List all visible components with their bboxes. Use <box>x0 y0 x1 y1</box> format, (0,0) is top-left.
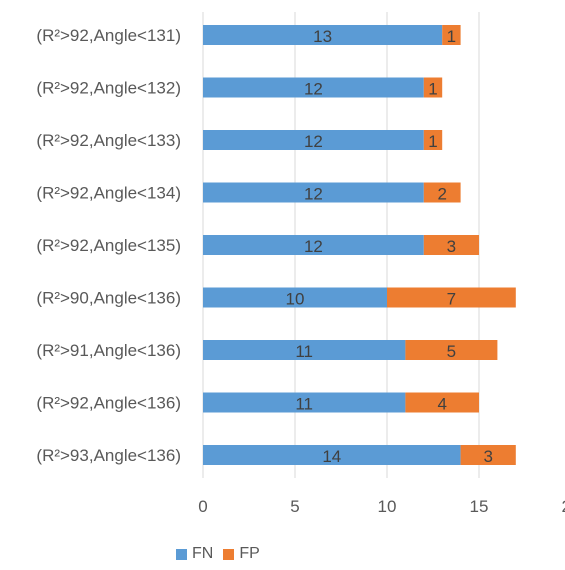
data-label-fn: 12 <box>304 80 323 99</box>
category-label: (R²>92,Angle<134) <box>36 184 181 203</box>
category-label: (R²>92,Angle<135) <box>36 236 181 255</box>
x-axis-tick-labels: 0 5 10 15 20 <box>198 497 565 516</box>
legend-swatch-fp <box>223 549 234 560</box>
data-label-fn: 14 <box>322 447 341 466</box>
x-tick-label: 0 <box>198 497 207 516</box>
legend-label-fn: FN <box>192 545 213 563</box>
data-label-fp: 1 <box>428 132 437 151</box>
legend-item-fp: FP <box>223 545 259 563</box>
x-tick-label: 15 <box>470 497 489 516</box>
data-label-fp: 3 <box>483 447 492 466</box>
category-label: (R²>92,Angle<136) <box>36 394 181 413</box>
bars: 13 1 12 1 12 1 12 2 12 3 10 7 11 5 11 4 14 3 <box>203 25 516 466</box>
data-label-fp: 7 <box>447 290 456 309</box>
category-label: (R²>92,Angle<132) <box>36 79 181 98</box>
legend-swatch-fn <box>176 549 187 560</box>
data-label-fn: 11 <box>295 342 313 361</box>
legend: FN FP <box>176 545 270 563</box>
x-tick-label: 5 <box>290 497 299 516</box>
data-label-fp: 3 <box>447 237 456 256</box>
category-label: (R²>93,Angle<136) <box>36 446 181 465</box>
category-label: (R²>91,Angle<136) <box>36 341 181 360</box>
data-label-fn: 13 <box>313 27 332 46</box>
data-label-fn: 10 <box>286 290 305 309</box>
category-label: (R²>92,Angle<133) <box>36 131 181 150</box>
data-label-fn: 12 <box>304 237 323 256</box>
data-label-fp: 1 <box>428 80 437 99</box>
x-tick-label: 20 <box>562 497 565 516</box>
data-label-fp: 4 <box>437 395 446 414</box>
legend-item-fn: FN <box>176 545 213 563</box>
data-label-fp: 1 <box>447 27 456 46</box>
category-label: (R²>92,Angle<131) <box>36 26 181 45</box>
legend-label-fp: FP <box>239 545 259 563</box>
data-label-fn: 12 <box>304 185 323 204</box>
category-labels: (R²>92,Angle<131) (R²>92,Angle<132) (R²>92… <box>36 26 181 465</box>
data-label-fp: 2 <box>437 185 446 204</box>
data-label-fn: 11 <box>295 395 313 414</box>
x-tick-label: 10 <box>378 497 397 516</box>
data-label-fp: 5 <box>447 342 456 361</box>
category-label: (R²>90,Angle<136) <box>36 289 181 308</box>
data-label-fn: 12 <box>304 132 323 151</box>
